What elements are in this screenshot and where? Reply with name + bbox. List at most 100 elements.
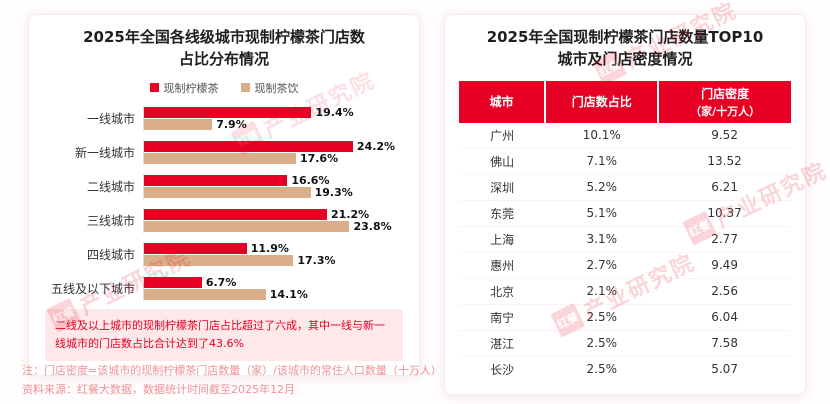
bar-group: 19.4% 7.9% — [143, 105, 403, 131]
bar-现制茶饮 — [144, 288, 266, 300]
table-cell: 6.04 — [658, 303, 791, 330]
bar-value-label: 21.2% — [331, 207, 370, 221]
table-row: 广州 10.1% 9.52 — [459, 123, 791, 149]
table-cell: 佛山 — [459, 147, 546, 174]
bar-line: 19.4% — [144, 105, 403, 119]
bar-group: 21.2% 23.8% — [143, 207, 403, 233]
bar-value-label: 24.2% — [356, 139, 396, 153]
bar-value-label: 19.4% — [315, 105, 354, 119]
bar-现制茶饮 — [144, 186, 311, 198]
category-label: 五线及以下城市 — [50, 281, 135, 296]
category-label: 二线城市 — [86, 179, 135, 194]
table-cell: 2.77 — [658, 225, 791, 252]
category-label: 新一线城市 — [74, 145, 135, 160]
table-row: 上海 3.1% 2.77 — [459, 225, 791, 252]
tier-distribution-card: 2025年全国各线级城市现制柠檬茶门店数 占比分布情况 现制柠檬茶 现制茶饮 一线… — [28, 14, 420, 376]
table-cell: 5.07 — [658, 355, 791, 382]
summary-note: 二线及以上城市的现制柠檬茶门店占比超过了六成，其中一线与新一线城市的门店数占比合… — [45, 308, 403, 361]
table-cell: 9.52 — [711, 128, 738, 142]
bar-value-label: 23.8% — [353, 219, 392, 233]
bar-现制柠檬茶 — [144, 140, 353, 152]
table-cell: 2.5% — [545, 355, 659, 382]
bar-现制茶饮 — [144, 152, 296, 164]
table-cell: 东莞 — [459, 199, 546, 226]
bar-line: 17.3% — [144, 253, 403, 267]
right-card-title-line1: 2025年全国现制柠檬茶门店数量TOP10 — [486, 28, 764, 46]
table-cell: 10.37 — [658, 199, 791, 226]
chart-row: 二线城市 16.6% 19.3% — [45, 173, 403, 199]
table-header-subtext: （家/十万人） — [690, 104, 761, 118]
chart-row: 五线及以下城市 6.7% 14.1% — [45, 275, 403, 301]
table-cell: 湛江 — [459, 329, 546, 356]
table-cell: 6.21 — [658, 173, 791, 200]
table-cell: 上海 — [459, 225, 546, 252]
bar-line: 16.6% — [144, 174, 403, 187]
table-cell: 10.1% — [582, 128, 621, 142]
bar-group: 11.9% 17.3% — [143, 241, 403, 267]
left-card-title: 2025年全国各线级城市现制柠檬茶门店数 占比分布情况 — [45, 27, 403, 71]
table-cell: 2.5% — [545, 329, 659, 356]
table-header-cell: 门店密度 （家/十万人） — [657, 80, 791, 123]
bar-group: 6.7% 14.1% — [143, 275, 403, 301]
footnote-source: 资料来源：红餐大数据，数据统计时间截至2025年12月 — [22, 382, 295, 396]
table-row: 佛山 7.1% 13.52 — [459, 147, 791, 174]
bar-value-label: 6.7% — [205, 275, 237, 289]
table-row: 长沙 2.5% 5.07 — [459, 355, 791, 382]
table-cell: 5.1% — [545, 199, 659, 226]
footnotes: 注：门店密度=该城市的现制柠檬茶门店数量（家）/该城市的常住人口数量（十万人） … — [22, 362, 442, 399]
legend-swatch-icon — [149, 83, 159, 92]
table-row: 深圳 5.2% 6.21 — [459, 173, 791, 200]
left-card-title-line1: 2025年全国各线级城市现制柠檬茶门店数 — [83, 28, 365, 46]
chart-row: 新一线城市 24.2% 17.6% — [45, 139, 403, 165]
bar-line: 24.2% — [144, 139, 403, 153]
bar-line: 23.8% — [144, 219, 403, 233]
bar-value-label: 17.6% — [299, 151, 339, 165]
footnote-definition: 注：门店密度=该城市的现制柠檬茶门店数量（家）/该城市的常住人口数量（十万人） — [22, 364, 442, 377]
table-header-cell: 城市 — [459, 80, 546, 123]
legend-item: 现制茶饮 — [240, 80, 299, 96]
bar-现制柠檬茶 — [144, 276, 202, 288]
table-row: 东莞 5.1% 10.37 — [459, 199, 791, 226]
top10-table: 城市 门店数占比 门店密度 （家/十万人） 广州 10.1% 9.52 佛山 7.1% 13.5… — [459, 80, 791, 382]
table-row: 南宁 2.5% 6.04 — [459, 303, 791, 330]
table-cell: 2.7% — [545, 251, 659, 278]
right-card-title: 2025年全国现制柠檬茶门店数量TOP10 城市及门店密度情况 — [459, 27, 791, 71]
bar-value-label: 17.3% — [297, 253, 336, 267]
table-cell: 2.56 — [658, 277, 791, 304]
bar-line: 11.9% — [144, 241, 403, 255]
legend-label: 现制柠檬茶 — [163, 81, 219, 95]
bar-现制茶饮 — [144, 254, 294, 266]
chart-row: 三线城市 21.2% 23.8% — [45, 207, 403, 233]
bar-line: 21.2% — [144, 207, 403, 221]
table-cell: 长沙 — [459, 355, 546, 382]
chart-row: 四线城市 11.9% 17.3% — [45, 241, 403, 267]
bar-现制柠檬茶 — [144, 242, 247, 254]
bar-line: 7.9% — [144, 118, 403, 131]
bar-line: 19.3% — [144, 186, 403, 199]
bar-group: 24.2% 17.6% — [143, 139, 403, 165]
table-row: 惠州 2.7% 9.49 — [459, 251, 791, 278]
bar-现制茶饮 — [144, 118, 213, 130]
right-card-title-line2: 城市及门店密度情况 — [557, 49, 693, 68]
table-cell: 3.1% — [545, 225, 659, 252]
bar-line: 6.7% — [144, 275, 403, 289]
bar-现制柠檬茶 — [144, 174, 288, 186]
table-cell: 7.1% — [545, 147, 659, 174]
table-cell: 深圳 — [459, 173, 546, 200]
category-label: 四线城市 — [86, 247, 135, 262]
category-label: 一线城市 — [86, 111, 135, 126]
legend-label: 现制茶饮 — [254, 81, 299, 95]
table-cell: 北京 — [459, 277, 546, 304]
bar-group: 16.6% 19.3% — [143, 173, 403, 199]
table-cell: 7.58 — [658, 329, 791, 356]
top10-card: 2025年全国现制柠檬茶门店数量TOP10 城市及门店密度情况 城市 门店数占比门… — [444, 14, 806, 395]
table-cell: 2.5% — [545, 303, 659, 330]
chart-row: 一线城市 19.4% 7.9% — [45, 105, 403, 131]
table-cell: 南宁 — [459, 303, 546, 330]
bar-chart: 一线城市 19.4% 7.9% 新一线城市 24.2% 17.6% 二线城市 16.6% 19.… — [45, 105, 403, 301]
table-cell: 5.2% — [545, 173, 659, 200]
left-card-title-line2: 占比分布情况 — [178, 49, 269, 68]
table-row: 北京 2.1% 2.56 — [459, 277, 791, 304]
bar-value-label: 11.9% — [250, 241, 289, 255]
